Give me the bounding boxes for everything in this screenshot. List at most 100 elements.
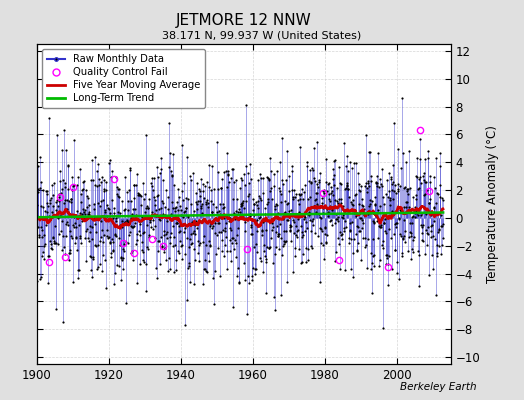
Point — [66, 246, 74, 253]
Point — [274, 210, 282, 216]
Point — [321, 224, 329, 230]
Point — [242, 198, 250, 204]
Point — [74, 275, 83, 281]
Point — [48, 208, 57, 215]
Point — [421, 190, 429, 197]
Point — [424, 224, 433, 230]
Point — [106, 210, 115, 216]
Point — [241, 228, 249, 234]
Point — [200, 195, 208, 201]
Point — [347, 201, 356, 208]
Point — [89, 254, 97, 260]
Point — [152, 207, 160, 213]
Point — [69, 278, 77, 285]
Point — [311, 230, 319, 236]
Point — [110, 204, 118, 211]
Point — [369, 252, 378, 258]
Point — [75, 267, 83, 274]
Point — [271, 203, 279, 209]
Point — [222, 234, 230, 241]
Point — [227, 240, 236, 246]
Point — [375, 203, 384, 210]
Point — [361, 182, 369, 189]
Point — [420, 177, 429, 183]
Point — [284, 200, 292, 206]
Point — [380, 220, 388, 226]
Point — [43, 191, 51, 197]
Point — [216, 272, 224, 279]
Point — [112, 174, 120, 180]
Point — [133, 280, 141, 286]
Point — [246, 231, 255, 237]
Point — [370, 202, 379, 208]
Point — [99, 252, 107, 258]
Point — [139, 230, 148, 236]
Text: 38.171 N, 99.937 W (United States): 38.171 N, 99.937 W (United States) — [162, 30, 362, 40]
Point — [360, 212, 368, 218]
Text: Berkeley Earth: Berkeley Earth — [400, 382, 477, 392]
Point — [408, 245, 416, 252]
Point — [52, 206, 60, 213]
Point — [306, 167, 314, 173]
Point — [344, 168, 352, 174]
Point — [353, 223, 361, 230]
Point — [172, 256, 181, 263]
Point — [34, 224, 42, 230]
Point — [230, 235, 238, 241]
Point — [133, 171, 141, 178]
Point — [324, 180, 333, 186]
Point — [232, 240, 241, 246]
Point — [214, 220, 223, 226]
Point — [428, 210, 436, 216]
Point — [322, 156, 331, 162]
Point — [103, 233, 112, 239]
Point — [160, 203, 169, 210]
Point — [409, 249, 417, 255]
Point — [318, 200, 326, 206]
Point — [221, 242, 230, 248]
Point — [130, 182, 138, 188]
Point — [60, 251, 69, 258]
Point — [223, 184, 232, 190]
Point — [278, 243, 287, 249]
Point — [233, 232, 241, 238]
Point — [114, 209, 123, 216]
Point — [116, 242, 125, 249]
Point — [401, 204, 410, 210]
Point — [367, 250, 375, 256]
Point — [97, 218, 105, 224]
Point — [182, 195, 190, 201]
Point — [107, 250, 115, 256]
Point — [182, 204, 190, 211]
Point — [36, 224, 45, 230]
Point — [330, 182, 338, 188]
Point — [396, 183, 404, 190]
Point — [166, 234, 174, 240]
Point — [239, 215, 247, 221]
Point — [77, 240, 85, 247]
Point — [67, 233, 75, 240]
Point — [49, 192, 57, 198]
Point — [329, 176, 337, 183]
Point — [257, 258, 265, 264]
Point — [59, 232, 68, 239]
Point — [166, 240, 174, 246]
Point — [113, 183, 121, 190]
Point — [51, 306, 60, 312]
Point — [250, 201, 259, 208]
Point — [130, 194, 139, 201]
Point — [269, 260, 278, 266]
Point — [171, 205, 179, 212]
Point — [222, 167, 231, 174]
Point — [362, 132, 370, 138]
Point — [434, 210, 442, 217]
Point — [220, 204, 228, 210]
Point — [371, 201, 379, 207]
Point — [38, 249, 47, 255]
Point — [280, 228, 288, 234]
Point — [436, 212, 445, 218]
Point — [340, 224, 348, 231]
Point — [161, 245, 170, 252]
Point — [255, 215, 263, 221]
Point — [71, 220, 79, 226]
